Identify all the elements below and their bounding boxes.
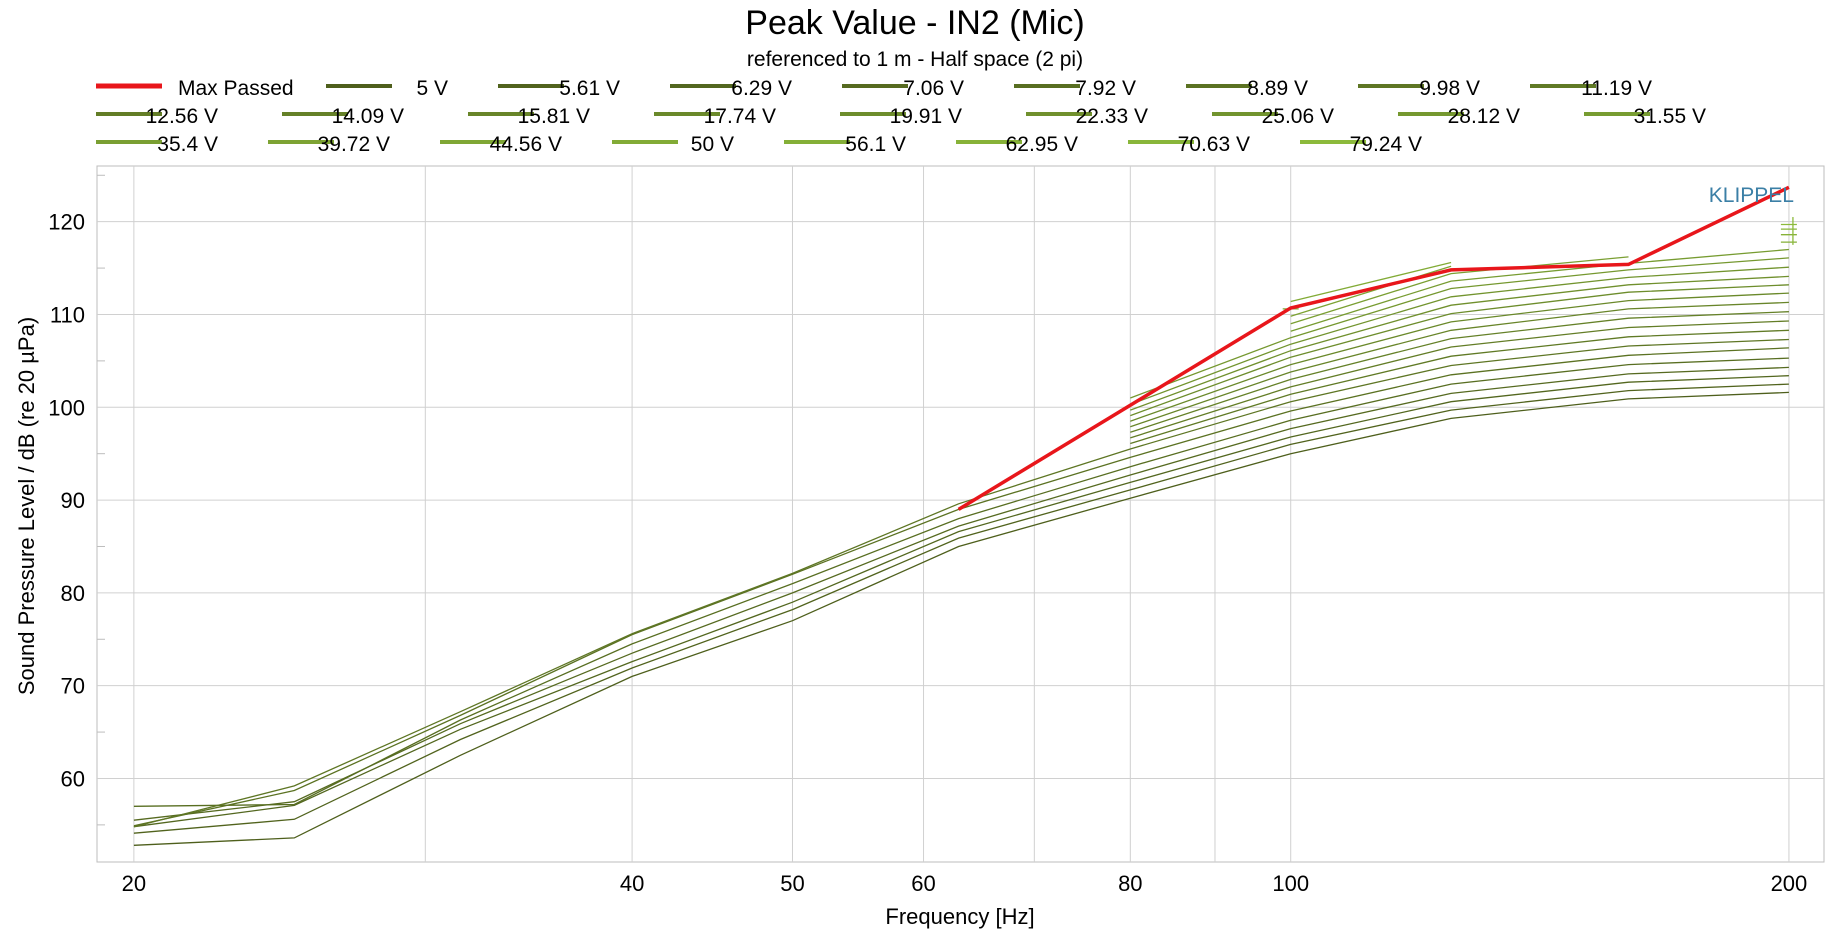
legend-label: 79.24 V (1350, 133, 1422, 156)
series-line-39-72-V (1290, 265, 1452, 317)
y-tick-label: 120 (48, 210, 85, 235)
series-line-25-06-V (1130, 266, 1789, 406)
y-tick-label: 60 (61, 766, 85, 791)
x-tick-label: 20 (122, 871, 146, 896)
series-line-14-09-V (1130, 311, 1789, 433)
legend-label: 28.12 V (1448, 105, 1520, 128)
series-line-15-81-V (1130, 301, 1789, 428)
legend-label: 35.4 V (157, 133, 218, 156)
legend-label: 39.72 V (318, 133, 390, 156)
legend-label: 70.63 V (1178, 133, 1250, 156)
series-line-5-61-V (133, 383, 1789, 834)
series-line-6-29-V (133, 375, 1789, 828)
y-tick-label: 100 (48, 395, 85, 420)
series-line-22-33-V (1130, 275, 1789, 411)
legend-label: 8.89 V (1247, 77, 1308, 100)
legend-label: 25.06 V (1262, 105, 1334, 128)
series-line-7-06-V (133, 366, 1789, 821)
x-tick-label: 100 (1272, 871, 1309, 896)
legend-label: 5 V (416, 77, 448, 100)
plot-frame (96, 165, 1825, 863)
chart-title: Peak Value - IN2 (Mic) (745, 4, 1084, 42)
series-line-50-V (1290, 261, 1452, 303)
y-tick-label: 80 (61, 581, 85, 606)
series-line-12-56-V (1130, 320, 1789, 439)
legend-label: 31.55 V (1634, 105, 1706, 128)
x-tick-label: 50 (780, 871, 804, 896)
plot-area: 60 70 80 90 100 110 120 20 40 50 60 80 100 200 KLIPPEL (48, 165, 1825, 896)
x-tick-label: 200 (1771, 871, 1808, 896)
legend-label: 44.56 V (490, 133, 562, 156)
legend-label: 62.95 V (1006, 133, 1078, 156)
legend-label: 50 V (691, 133, 734, 156)
chart-subtitle: referenced to 1 m - Half space (2 pi) (747, 48, 1083, 71)
x-axis-label: Frequency [Hz] (885, 904, 1034, 929)
klippel-watermark: KLIPPEL (1709, 184, 1794, 207)
y-tick-label: 110 (50, 302, 85, 327)
legend-label: 19.91 V (890, 105, 962, 128)
series-line-7-92-V (133, 357, 1789, 807)
series-line-11-19-V (1130, 329, 1789, 445)
y-axis-label: Sound Pressure Level / dB (re 20 µPa) (14, 317, 39, 695)
legend-label: 5.61 V (559, 77, 620, 100)
series-line-28-12-V (1130, 257, 1789, 399)
legend-label: 6.29 V (731, 77, 792, 100)
series-line-17-74-V (1130, 292, 1789, 422)
series-line-5-V (133, 391, 1789, 846)
legend-label: 14.09 V (332, 105, 404, 128)
legend-label: 12.56 V (146, 105, 218, 128)
legend-label: 11.19 V (1581, 77, 1652, 100)
max-passed-line (957, 185, 1790, 511)
series-line-35-4-V (1290, 256, 1629, 325)
y-tick-label: 70 (61, 674, 85, 699)
legend-label: 9.98 V (1419, 77, 1480, 100)
legend-label: 7.06 V (903, 77, 964, 100)
series-line-31-55-V (1290, 248, 1789, 332)
legend-label: Max Passed (178, 77, 294, 100)
legend: Max Passed 5 V 5.61 V 6.29 V 7.06 V 7.92 V 8.8… (96, 77, 1706, 156)
legend-label: 22.33 V (1076, 105, 1148, 128)
series-line-8-89-V (133, 347, 1789, 827)
series-line-9-98-V (133, 338, 1789, 828)
legend-label: 17.74 V (704, 105, 776, 128)
x-tick-label: 40 (620, 871, 644, 896)
legend-label: 7.92 V (1075, 77, 1136, 100)
x-tick-label: 80 (1118, 871, 1142, 896)
y-tick-label: 90 (61, 488, 85, 513)
legend-label: 56.1 V (845, 133, 906, 156)
series-line-19-91-V (1130, 284, 1789, 417)
x-tick-label: 60 (911, 871, 935, 896)
legend-label: 15.81 V (518, 105, 590, 128)
